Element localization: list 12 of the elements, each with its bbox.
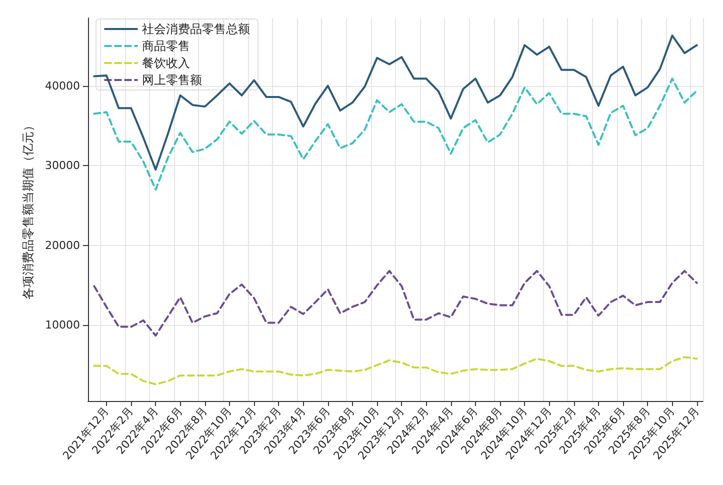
y-tick-label: 30000 <box>45 159 80 172</box>
line-series <box>93 356 698 386</box>
y-tick-label: 20000 <box>45 238 80 252</box>
legend-label: 社会消费品零售总额 <box>142 22 250 36</box>
y-tick-label: 10000 <box>45 318 80 332</box>
legend-label: 商品零售 <box>142 39 190 53</box>
legend-label: 餐饮收入 <box>142 56 190 70</box>
y-axis-title: 各项消费品零售额当期值（亿元） <box>21 120 36 300</box>
line-series <box>93 270 698 337</box>
line-series <box>93 34 698 171</box>
y-tick-label: 40000 <box>45 79 80 92</box>
legend-label: 网上零售额 <box>142 73 202 87</box>
